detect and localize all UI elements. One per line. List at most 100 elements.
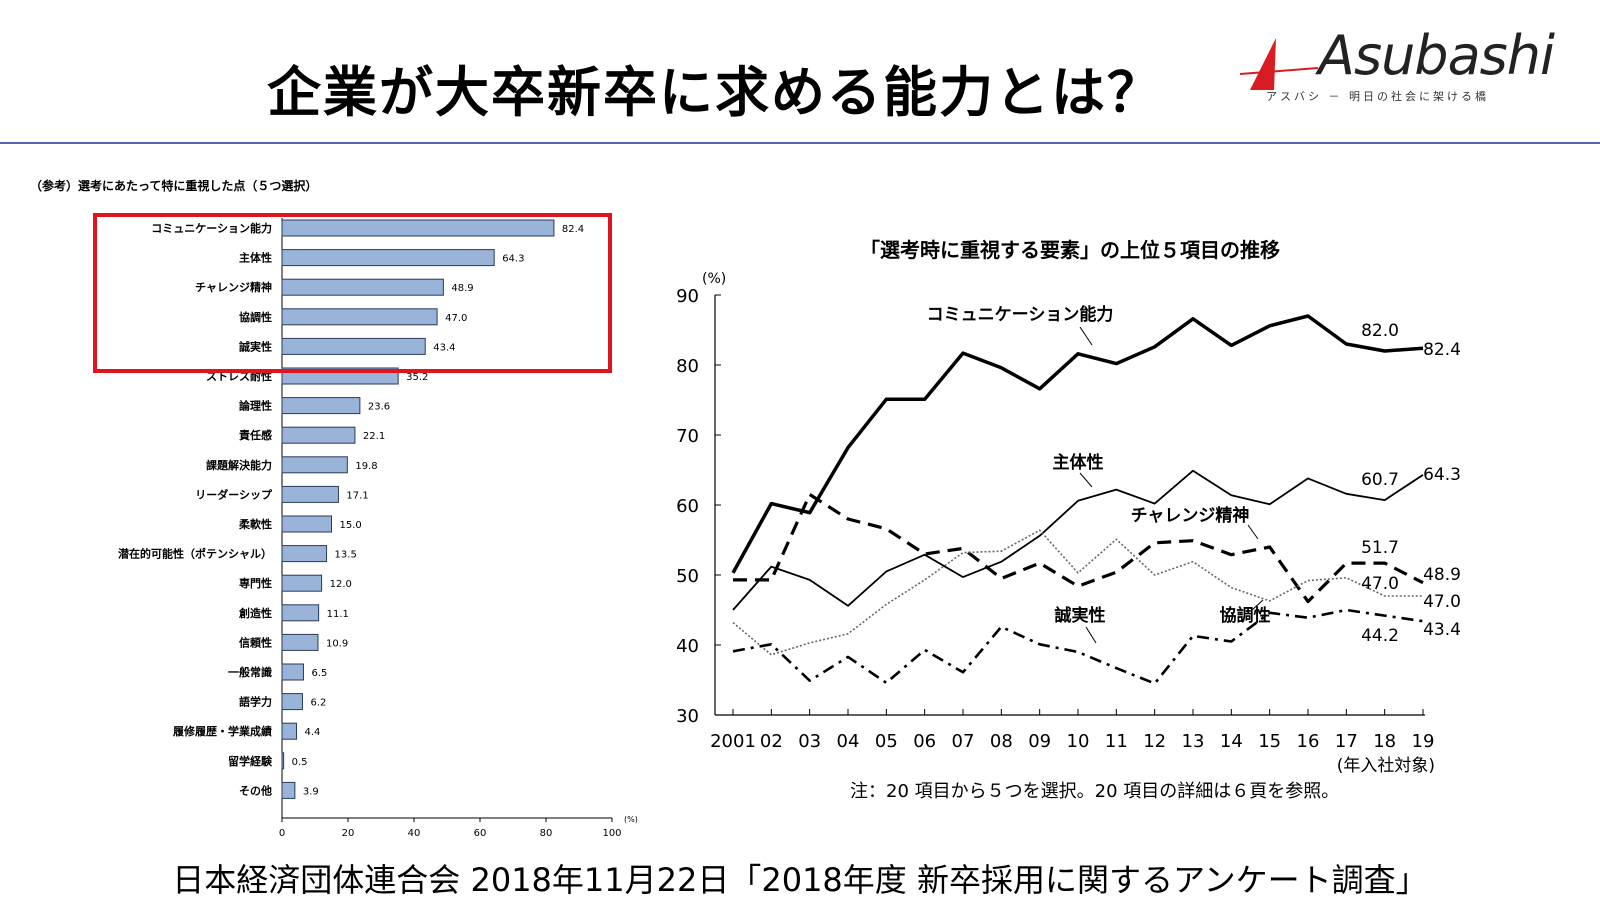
bar xyxy=(281,308,438,326)
bar-category-label: 信頼性 xyxy=(239,635,272,649)
bar-category-label: 留学経験 xyxy=(228,754,273,768)
page-title: 企業が大卒新卒に求める能力とは？ xyxy=(267,61,1163,124)
bar xyxy=(281,219,555,237)
bar xyxy=(281,545,328,563)
bar-category-label: 課題解決能力 xyxy=(206,458,272,472)
bar xyxy=(281,456,348,474)
bar-value-label: 17.1 xyxy=(346,490,368,501)
bar-value-label: 4.4 xyxy=(305,727,321,738)
line-end-value-label: 48.9 xyxy=(1423,565,1461,585)
line-chart-x-unit: (年入社対象) xyxy=(1337,756,1435,776)
line-chart-x-tick-label: 04 xyxy=(837,731,860,752)
highlight-box xyxy=(93,213,612,373)
line-chart-x-tick-label: 10 xyxy=(1067,731,1090,752)
bar xyxy=(281,722,298,740)
bar xyxy=(281,752,285,770)
bar-chart-title: （参考）選考にあたって特に重視した点（５つ選択） xyxy=(30,178,317,193)
line-chart-x-tick-label: 07 xyxy=(952,731,975,752)
line-series-1 xyxy=(731,314,1424,574)
line-chart-x-tick-label: 09 xyxy=(1028,731,1051,752)
bar-value-label: 11.1 xyxy=(327,609,349,620)
bar-value-label: 10.9 xyxy=(326,638,348,649)
line-chart-y-tick-label: 70 xyxy=(676,426,699,447)
logo-tagline: アスバシ － 明日の社会に架ける橋 xyxy=(1266,90,1489,103)
line-chart-x-tick-label: 02 xyxy=(760,731,783,752)
bar-chart-x-tick-label: 60 xyxy=(474,828,487,839)
line-series-2 xyxy=(732,469,1424,611)
line-chart-note: 注：20 項目から５つを選択。20 項目の詳細は６頁を参照。 xyxy=(850,781,1339,802)
logo-mark-icon xyxy=(1240,38,1319,90)
line-chart-y-tick-label: 40 xyxy=(676,636,699,657)
line-end-value-label: 82.4 xyxy=(1423,340,1461,360)
line-chart: 「選考時に重視する要素」の上位５項目の推移 (%) 30 40 50 60 70 80 90 20… xyxy=(676,238,1461,802)
bar-category-label: 語学力 xyxy=(239,695,272,709)
line-chart-x-tick-label: 13 xyxy=(1182,731,1205,752)
series-label-leader xyxy=(1247,524,1259,540)
bar-chart: （参考）選考にあたって特に重視した点（５つ選択） 0 20 40 60 80 100(%) コ… xyxy=(30,178,638,839)
line-end-value-label: 51.7 xyxy=(1361,538,1399,558)
line-chart-x-tick-label: 19 xyxy=(1412,731,1435,752)
line-chart-x-tick-label: 15 xyxy=(1258,731,1281,752)
bar-chart-x-tick-label: 20 xyxy=(342,828,355,839)
bar-category-label: 履修履歴・学業成績 xyxy=(173,724,272,738)
line-chart-x-tick-label: 17 xyxy=(1335,731,1358,752)
bar-category-label: 主体性 xyxy=(239,251,272,265)
brand-logo: Asubashi アスバシ － 明日の社会に架ける橋 xyxy=(1240,22,1570,112)
line-chart-x-tick-label: 16 xyxy=(1297,731,1320,752)
logo-text: Asubashi xyxy=(1318,24,1555,87)
line-chart-x-tick-label: 18 xyxy=(1373,731,1396,752)
line-chart-x-tick-label: 11 xyxy=(1105,731,1128,752)
line-series-4 xyxy=(732,529,1423,656)
bar xyxy=(281,426,356,444)
line-chart-x-tick-label: 08 xyxy=(990,731,1013,752)
bar-value-label: 43.4 xyxy=(433,342,455,353)
bar-value-label: 0.5 xyxy=(292,757,308,768)
bar-chart-x-tick-label: 80 xyxy=(540,828,553,839)
bar xyxy=(281,397,361,415)
line-end-value-label: 43.4 xyxy=(1423,620,1461,640)
bar-value-label: 64.3 xyxy=(502,254,524,265)
line-series-label: チャレンジ精神 xyxy=(1131,505,1250,526)
bar-category-label: 柔軟性 xyxy=(238,517,272,531)
bar-value-label: 22.1 xyxy=(363,431,385,442)
bar-category-label: その他 xyxy=(239,783,272,797)
line-series-label: 協調性 xyxy=(1220,605,1271,626)
bar-category-label: チャレンジ精神 xyxy=(195,280,272,294)
bar-chart-x-tick-label: 0 xyxy=(279,828,285,839)
line-chart-x-tick-label: 2001 xyxy=(710,731,756,752)
line-chart-title: 「選考時に重視する要素」の上位５項目の推移 xyxy=(860,238,1280,262)
bar-value-label: 35.2 xyxy=(406,372,428,383)
line-series-5 xyxy=(732,608,1424,685)
header-divider xyxy=(0,142,1600,144)
bar-value-label: 82.4 xyxy=(562,224,584,235)
line-chart-y-tick-label: 50 xyxy=(676,566,699,587)
line-chart-x-tick-label: 12 xyxy=(1143,731,1166,752)
bar-category-label: 創造性 xyxy=(238,606,272,620)
line-series-3 xyxy=(733,492,1424,604)
bar-chart-x-tick-label: 100 xyxy=(602,828,621,839)
bar-category-label: 一般常識 xyxy=(228,665,272,679)
line-series-label: 主体性 xyxy=(1053,452,1104,473)
line-chart-x-tick-label: 03 xyxy=(798,731,821,752)
line-chart-x-tick-label: 05 xyxy=(875,731,898,752)
line-chart-y-tick-label: 30 xyxy=(676,706,699,727)
line-chart-y-tick-label: 60 xyxy=(676,496,699,517)
bar-category-label: 協調性 xyxy=(239,310,272,324)
line-end-value-label: 82.0 xyxy=(1361,321,1399,341)
series-label-leader xyxy=(1251,599,1264,611)
bar xyxy=(281,604,320,622)
line-chart-y-unit: (%) xyxy=(702,271,726,287)
line-chart-x-tick-label: 14 xyxy=(1220,731,1243,752)
bar xyxy=(281,781,296,799)
bar-category-label: 潜在的可能性（ポテンシャル） xyxy=(118,547,272,561)
line-chart-y-tick-label: 90 xyxy=(676,286,699,307)
bar-category-label: コミュニケーション能力 xyxy=(151,221,272,235)
bar-value-label: 13.5 xyxy=(335,550,357,561)
bar-chart-unit-label: (%) xyxy=(624,815,638,824)
bar xyxy=(281,633,319,651)
bar-value-label: 6.5 xyxy=(311,668,327,679)
bar-category-label: リーダーシップ xyxy=(195,487,273,501)
line-end-value-label: 64.3 xyxy=(1423,465,1461,485)
bar xyxy=(281,485,339,503)
bar-value-label: 3.9 xyxy=(303,786,319,797)
